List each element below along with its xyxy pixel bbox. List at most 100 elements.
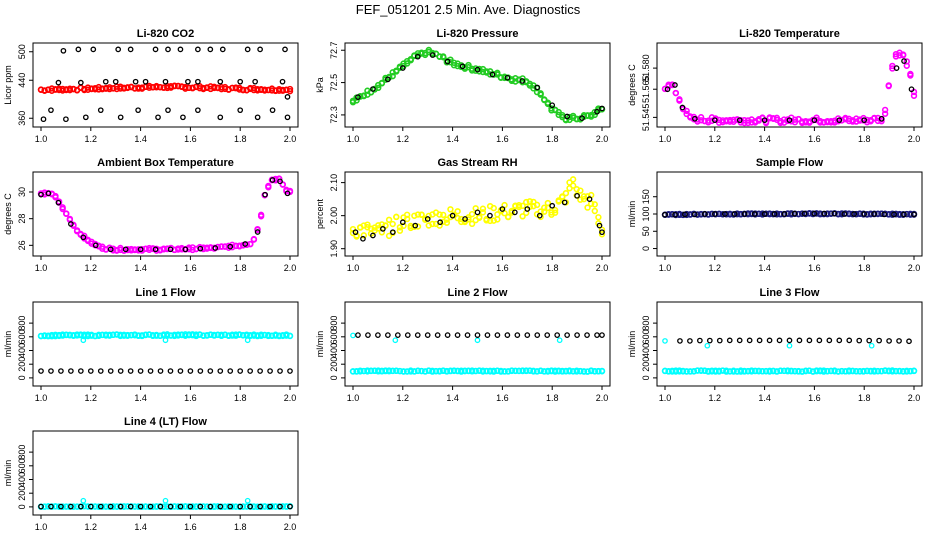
data-point-black bbox=[269, 177, 276, 183]
data-point-green bbox=[349, 97, 357, 105]
plot-frame bbox=[656, 301, 923, 387]
chart-panel-rh: Gas Stream RH percent 1.90 2.00 2.10 1.0 1.2 1.… bbox=[315, 157, 611, 273]
data-point-black bbox=[177, 46, 184, 53]
data-point-black bbox=[207, 503, 214, 510]
data-point-black bbox=[284, 114, 291, 121]
data-point-cyan bbox=[584, 368, 591, 375]
data-point-black bbox=[846, 337, 853, 344]
data-point-black bbox=[524, 206, 531, 212]
data-point-green bbox=[479, 68, 487, 76]
data-point-black bbox=[801, 210, 808, 217]
data-point-black bbox=[761, 117, 768, 124]
x-tick-label: 1.4 bbox=[134, 134, 147, 144]
data-point-black bbox=[90, 46, 97, 53]
data-point-black bbox=[579, 115, 585, 121]
data-point-black bbox=[504, 74, 511, 81]
data-point-cyan bbox=[268, 332, 276, 339]
data-point-black bbox=[549, 202, 556, 209]
data-point-cyan bbox=[885, 367, 892, 375]
data-point-black bbox=[711, 211, 718, 217]
data-point-black bbox=[424, 216, 431, 222]
x-tick-label: 1.0 bbox=[347, 263, 360, 273]
x-tick-label: 1.0 bbox=[347, 393, 360, 403]
data-point-black bbox=[474, 209, 481, 216]
data-point-yellow bbox=[541, 204, 548, 211]
data-point-cyan bbox=[283, 332, 290, 339]
data-point-cyan bbox=[533, 368, 541, 375]
data-point-cyan bbox=[519, 367, 526, 375]
data-point-black bbox=[97, 368, 104, 374]
data-point-black bbox=[534, 84, 541, 91]
y-axis-label: ml/min bbox=[3, 331, 13, 358]
data-point-cyan bbox=[537, 367, 544, 374]
data-point-magenta bbox=[124, 245, 131, 253]
data-point-cyan bbox=[436, 368, 443, 375]
y-tick-label: 51.565 bbox=[641, 75, 651, 103]
data-point-cyan bbox=[81, 503, 88, 510]
data-point-black bbox=[599, 105, 605, 112]
data-point-black bbox=[487, 212, 493, 219]
data-point-red bbox=[261, 86, 268, 93]
data-point-magenta bbox=[881, 106, 889, 114]
data-point-black bbox=[157, 368, 164, 374]
data-point-cyan bbox=[135, 332, 142, 340]
data-point-cyan bbox=[587, 367, 595, 375]
data-point-cyan bbox=[109, 331, 117, 339]
data-point-yellow bbox=[519, 213, 526, 220]
data-point-yellow bbox=[551, 209, 559, 216]
data-point-cyan bbox=[250, 503, 258, 510]
data-point-cyan bbox=[371, 367, 378, 374]
data-point-black bbox=[761, 211, 768, 217]
chart-title: Line 3 Flow bbox=[760, 287, 820, 299]
data-point-black bbox=[55, 199, 62, 206]
data-point-black bbox=[68, 503, 74, 510]
data-point-cyan bbox=[73, 332, 81, 339]
x-tick-label: 1.0 bbox=[659, 134, 672, 144]
data-point-black bbox=[277, 368, 283, 374]
data-point-black bbox=[664, 86, 671, 93]
data-point-green bbox=[537, 91, 544, 98]
chart-title: Line 2 Flow bbox=[448, 287, 508, 299]
data-point-black bbox=[499, 206, 506, 212]
data-point-cyan bbox=[200, 503, 207, 510]
data-point-yellow bbox=[468, 210, 476, 218]
data-point-red bbox=[250, 86, 258, 94]
data-point-black bbox=[599, 229, 605, 236]
data-point-magenta bbox=[791, 118, 799, 126]
data-point-black bbox=[836, 337, 843, 344]
data-point-cyan bbox=[257, 331, 265, 338]
data-point-cyan bbox=[375, 368, 382, 375]
data-point-yellow bbox=[551, 206, 559, 214]
data-point-cyan bbox=[892, 367, 900, 375]
data-point-magenta bbox=[218, 243, 225, 250]
data-point-black bbox=[287, 368, 293, 374]
data-point-black bbox=[679, 104, 686, 111]
x-tick-label: 1.6 bbox=[496, 263, 509, 273]
data-point-cyan bbox=[669, 368, 676, 375]
data-point-black bbox=[746, 337, 753, 344]
data-point-magenta bbox=[791, 116, 799, 123]
data-point-cyan bbox=[160, 332, 167, 339]
data-point-cyan bbox=[786, 342, 793, 349]
data-point-cyan bbox=[676, 368, 683, 375]
data-point-cyan bbox=[244, 497, 251, 504]
data-point-black bbox=[217, 114, 224, 121]
data-point-black bbox=[504, 332, 511, 338]
data-point-cyan bbox=[752, 367, 759, 375]
data-point-cyan bbox=[393, 367, 400, 374]
data-point-red bbox=[95, 86, 102, 93]
data-point-cyan bbox=[364, 367, 371, 374]
data-point-yellow bbox=[523, 198, 530, 206]
y-tick-label: 800 bbox=[17, 445, 27, 460]
chart-panel-box_temp: Ambient Box Temperature degrees C 26 28 30 1.… bbox=[3, 157, 299, 273]
data-point-navy bbox=[744, 210, 752, 217]
data-point-black bbox=[38, 503, 44, 510]
data-point-black bbox=[786, 337, 793, 344]
data-point-black bbox=[97, 503, 104, 510]
data-point-cyan bbox=[214, 503, 222, 510]
data-point-cyan bbox=[162, 337, 169, 344]
x-tick-label: 1.8 bbox=[546, 393, 559, 403]
data-point-cyan bbox=[476, 367, 483, 374]
data-point-cyan bbox=[813, 368, 820, 375]
